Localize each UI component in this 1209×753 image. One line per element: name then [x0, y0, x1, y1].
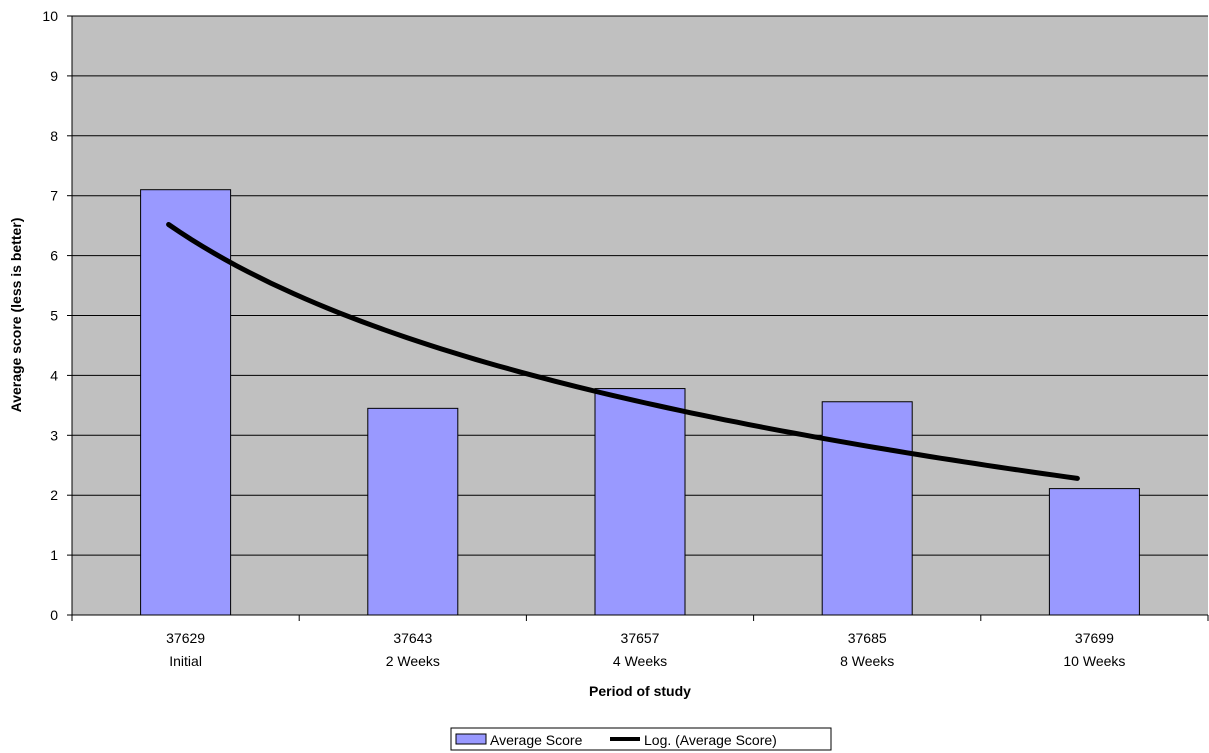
y-tick-label: 3	[50, 427, 58, 443]
legend-trend-label: Log. (Average Score)	[644, 732, 777, 748]
x-tick-labels: 37629 Initial 37643 2 Weeks 37657 4 Weeks 3768…	[166, 630, 1125, 669]
trendline	[166, 222, 1080, 481]
y-tick-label: 0	[50, 607, 58, 623]
bar	[140, 189, 232, 616]
y-tick-label: 6	[50, 248, 58, 264]
axes	[67, 15, 1209, 621]
y-tick-label: 1	[50, 547, 58, 563]
x-tick-label: Initial	[169, 653, 202, 669]
y-tick-label: 7	[50, 188, 58, 204]
bar	[821, 401, 913, 616]
x-tick-label: 2 Weeks	[386, 653, 440, 669]
legend-bar-label: Average Score	[490, 732, 583, 748]
legend: Average Score Log. (Average Score)	[450, 727, 832, 751]
x-axis-title: Period of study	[589, 683, 691, 699]
x-tick-label: 37643	[393, 630, 432, 646]
y-tick-label: 4	[50, 367, 58, 383]
y-tick-label: 8	[50, 128, 58, 144]
bar	[1048, 488, 1140, 616]
y-tick-labels: 0 1 2 3 4 5 6 7 8 9 10	[42, 8, 58, 623]
x-tick-label: 37699	[1075, 630, 1114, 646]
x-tick-label: 4 Weeks	[613, 653, 667, 669]
x-tick-label: 37629	[166, 630, 205, 646]
y-tick-label: 9	[50, 68, 58, 84]
y-axis-title: Average score (less is better)	[8, 218, 24, 413]
y-tick-label: 5	[50, 308, 58, 324]
y-tick-label: 10	[42, 8, 58, 24]
legend-bar-swatch	[455, 733, 487, 745]
bar	[594, 388, 686, 616]
x-tick-label: 10 Weeks	[1063, 653, 1125, 669]
x-tick-label: 37657	[621, 630, 660, 646]
x-tick-label: 37685	[848, 630, 887, 646]
bars	[140, 189, 1140, 616]
x-tick-label: 8 Weeks	[840, 653, 894, 669]
y-tick-label: 2	[50, 487, 58, 503]
legend-box	[450, 727, 832, 751]
bar	[367, 407, 459, 616]
